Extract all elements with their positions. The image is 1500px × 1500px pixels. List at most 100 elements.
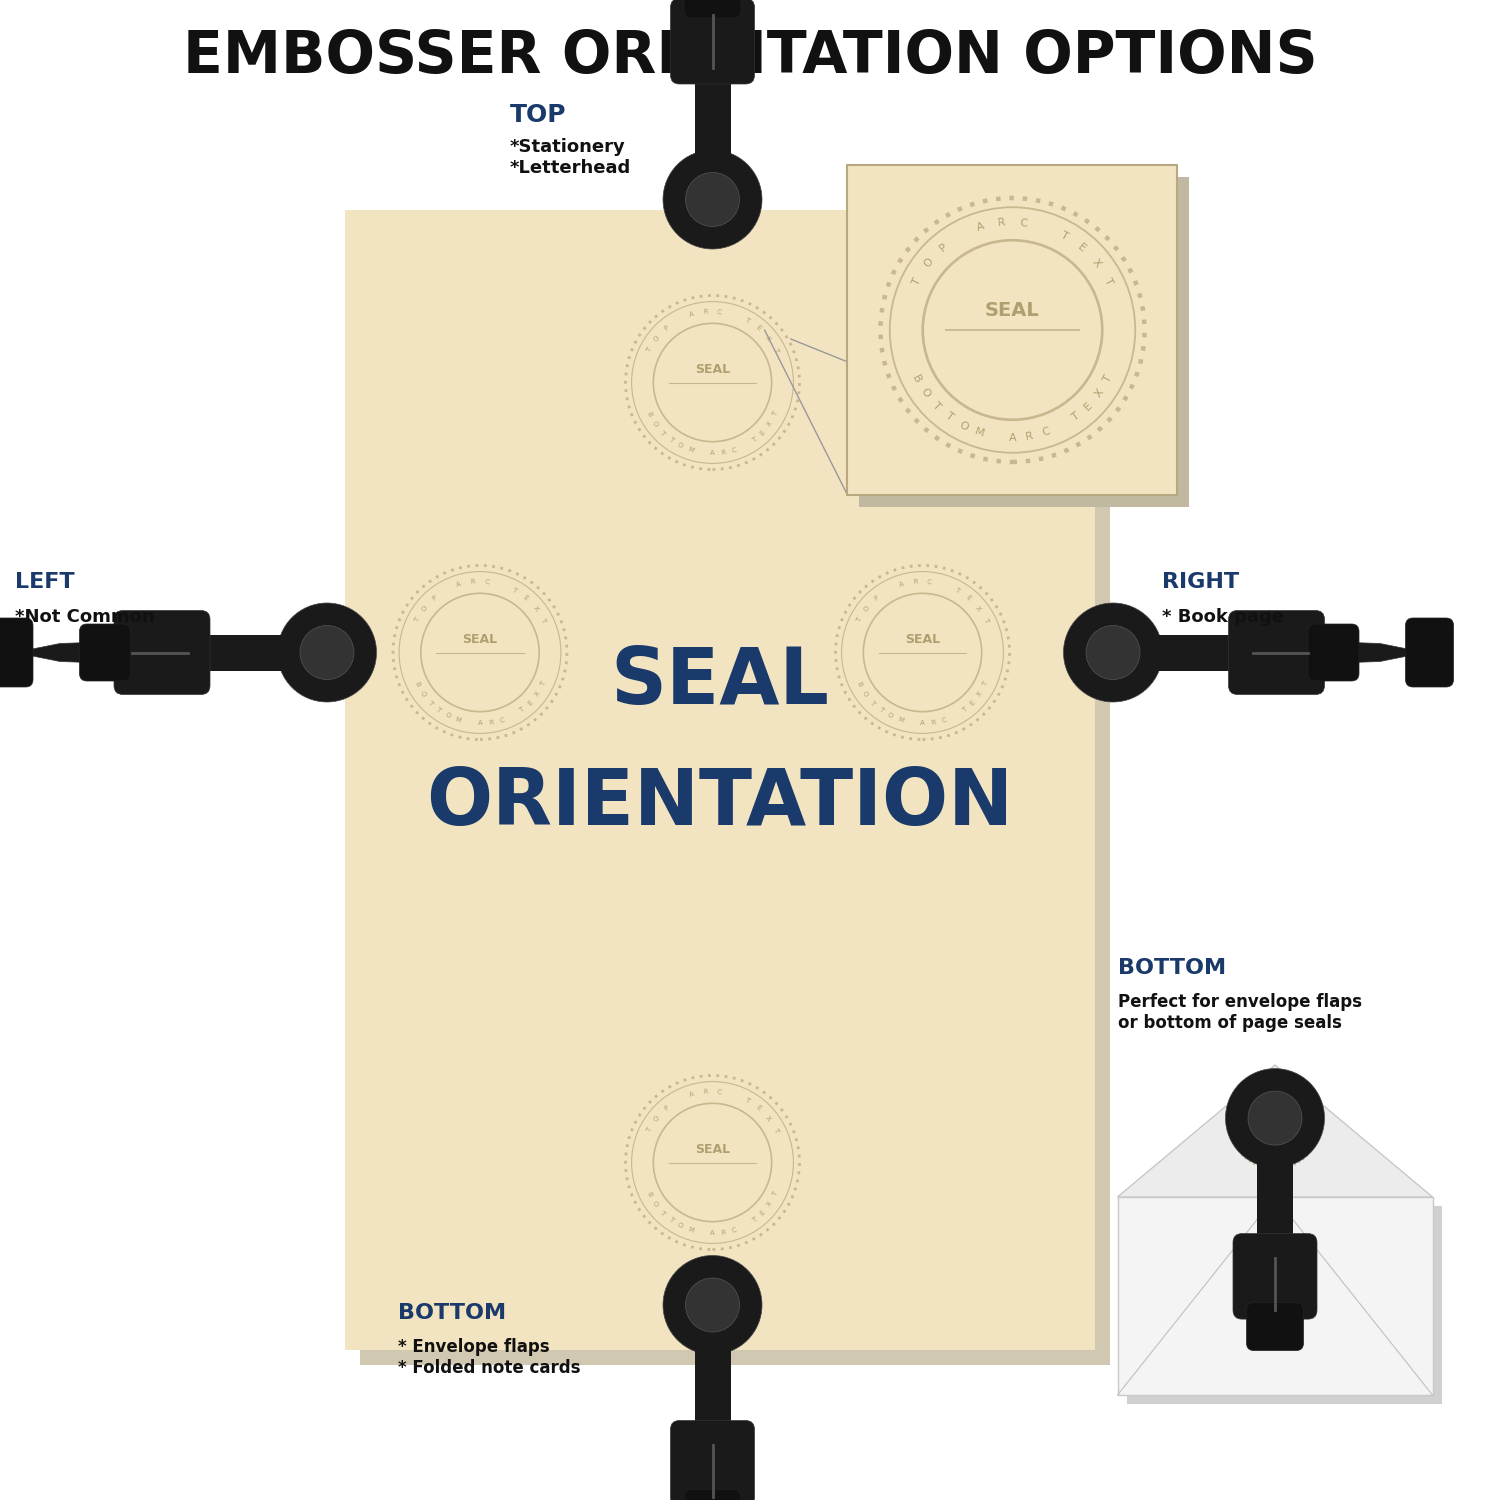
Text: X: X — [766, 420, 774, 428]
Text: T: T — [772, 1191, 780, 1198]
Text: * Envelope flaps
* Folded note cards: * Envelope flaps * Folded note cards — [398, 1338, 580, 1377]
Text: O: O — [1256, 1155, 1260, 1160]
Text: B: B — [855, 681, 862, 688]
Polygon shape — [1118, 1065, 1432, 1197]
Text: T: T — [413, 616, 420, 624]
Text: P: P — [663, 324, 670, 332]
Text: B: B — [1240, 1138, 1245, 1143]
Bar — [195, 634, 285, 670]
Text: C: C — [484, 579, 489, 585]
Text: T: T — [982, 681, 990, 688]
Text: T: T — [1294, 1152, 1299, 1156]
Text: A: A — [1262, 1088, 1266, 1092]
Text: T: T — [645, 1126, 652, 1134]
Text: BOTTOM: BOTTOM — [398, 1304, 506, 1323]
Text: R: R — [471, 579, 476, 585]
Text: T: T — [982, 616, 990, 624]
Text: X: X — [976, 690, 984, 698]
Text: C: C — [1284, 1156, 1288, 1161]
Text: B: B — [645, 411, 652, 419]
Text: R: R — [704, 309, 708, 315]
Text: Perfect for envelope flaps
or bottom of page seals: Perfect for envelope flaps or bottom of … — [1118, 993, 1362, 1032]
Text: T: T — [645, 346, 652, 354]
Text: C: C — [730, 1227, 738, 1233]
Text: C: C — [940, 717, 948, 723]
Text: T: T — [540, 681, 548, 688]
Text: X: X — [1302, 1143, 1306, 1149]
Text: T: T — [750, 1216, 758, 1224]
Text: O: O — [886, 712, 894, 720]
FancyBboxPatch shape — [684, 0, 741, 18]
Text: T: T — [435, 706, 442, 714]
Text: T: T — [930, 400, 942, 412]
FancyBboxPatch shape — [1308, 624, 1359, 681]
Text: T: T — [1102, 276, 1114, 286]
Circle shape — [300, 626, 354, 680]
Text: T: T — [1251, 1152, 1256, 1156]
Text: T: T — [426, 699, 433, 706]
Text: O: O — [444, 712, 452, 720]
FancyBboxPatch shape — [0, 618, 33, 687]
Text: T: T — [772, 1126, 780, 1134]
Text: E: E — [759, 429, 766, 436]
Text: T: T — [1070, 411, 1082, 423]
Text: M: M — [897, 716, 904, 723]
Text: R: R — [1269, 1086, 1274, 1090]
Text: T: T — [772, 411, 780, 419]
Text: A: A — [975, 222, 986, 232]
Text: T: T — [668, 436, 675, 444]
Text: SEAL: SEAL — [694, 1143, 730, 1156]
Text: C: C — [717, 1089, 722, 1095]
Text: A: A — [710, 450, 716, 456]
Text: R: R — [1280, 1158, 1282, 1162]
Text: *Stationery
*Letterhead: *Stationery *Letterhead — [510, 138, 632, 177]
Text: X: X — [1094, 387, 1106, 399]
Text: X: X — [534, 690, 542, 698]
Text: T: T — [1246, 1148, 1251, 1152]
Text: T: T — [960, 706, 968, 714]
Text: A: A — [920, 720, 926, 726]
FancyBboxPatch shape — [1406, 618, 1453, 687]
Bar — [360, 225, 1110, 1365]
Text: O: O — [652, 334, 662, 342]
Text: E: E — [754, 1104, 762, 1112]
Text: C: C — [1019, 217, 1028, 228]
Text: X: X — [974, 604, 982, 612]
Text: M: M — [974, 426, 986, 438]
Text: TOP: TOP — [510, 104, 567, 128]
Text: T: T — [868, 699, 876, 706]
Text: P: P — [1250, 1094, 1254, 1098]
Text: E: E — [1299, 1148, 1304, 1152]
Text: X: X — [1090, 256, 1102, 268]
Text: T: T — [878, 706, 885, 714]
Text: A: A — [456, 580, 462, 588]
FancyBboxPatch shape — [1246, 1302, 1304, 1350]
FancyBboxPatch shape — [670, 1420, 754, 1500]
Circle shape — [1064, 603, 1162, 702]
Text: T: T — [742, 316, 750, 324]
Text: T: T — [540, 616, 548, 624]
Text: *Not Common: *Not Common — [15, 608, 154, 625]
FancyBboxPatch shape — [80, 624, 130, 681]
Text: T: T — [518, 706, 525, 714]
FancyBboxPatch shape — [1228, 610, 1324, 695]
Text: E: E — [964, 594, 972, 602]
Text: EMBOSSER ORIENTATION OPTIONS: EMBOSSER ORIENTATION OPTIONS — [183, 28, 1317, 86]
Text: T: T — [1240, 1106, 1245, 1110]
Text: P: P — [873, 594, 880, 602]
Polygon shape — [15, 634, 322, 670]
Circle shape — [1226, 1068, 1324, 1167]
Text: O: O — [861, 690, 868, 698]
Text: E: E — [1296, 1094, 1300, 1098]
FancyBboxPatch shape — [670, 0, 754, 84]
Text: T: T — [750, 436, 758, 444]
Text: E: E — [759, 1209, 766, 1216]
Text: M: M — [454, 716, 462, 723]
Text: SEAL: SEAL — [462, 633, 498, 646]
Text: E: E — [522, 594, 530, 602]
Text: LEFT: LEFT — [15, 573, 75, 592]
Text: E: E — [754, 324, 762, 332]
FancyBboxPatch shape — [114, 610, 210, 695]
Text: C: C — [1276, 1086, 1281, 1090]
Circle shape — [686, 1278, 740, 1332]
